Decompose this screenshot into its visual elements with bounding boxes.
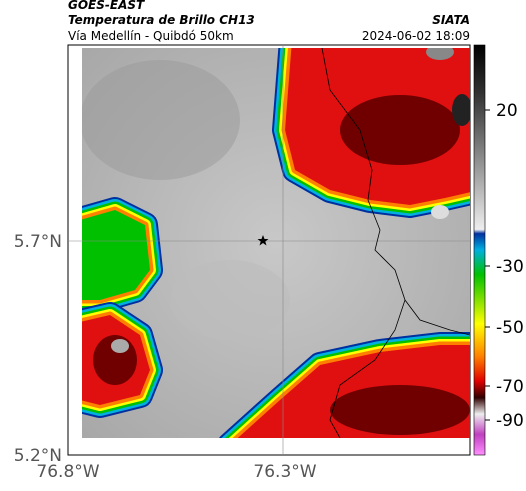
route: Vía Medellín - Quibdó 50km (68, 29, 234, 43)
y-label: 5.2°N (14, 446, 62, 466)
x-label: 76.8°W (36, 462, 99, 482)
satellite: GOES-EAST (68, 0, 145, 12)
colorbar-label: -90 (496, 411, 524, 431)
cloud-gap (431, 205, 449, 219)
cloud-top (330, 385, 470, 435)
colorbar-label: -50 (496, 318, 524, 338)
y-label: 5.7°N (14, 232, 62, 252)
colorbar-label: -30 (496, 257, 524, 277)
cloud-top (111, 339, 129, 353)
cloud-core (82, 210, 150, 300)
cloud-top (426, 48, 454, 60)
colorbar-label: 20 (496, 101, 518, 121)
satellite-image (82, 48, 470, 438)
timestamp: 2024-06-02 18:09 (362, 29, 470, 43)
agency: SIATA (432, 13, 470, 27)
border (321, 48, 470, 438)
product: Temperatura de Brillo CH13 (68, 13, 255, 27)
colorbar-label: -70 (496, 377, 524, 397)
x-label: 76.3°W (253, 462, 316, 482)
colorbar (473, 44, 486, 456)
location-star (257, 235, 269, 246)
cloud-top (452, 94, 470, 126)
cloud-top (340, 95, 460, 165)
